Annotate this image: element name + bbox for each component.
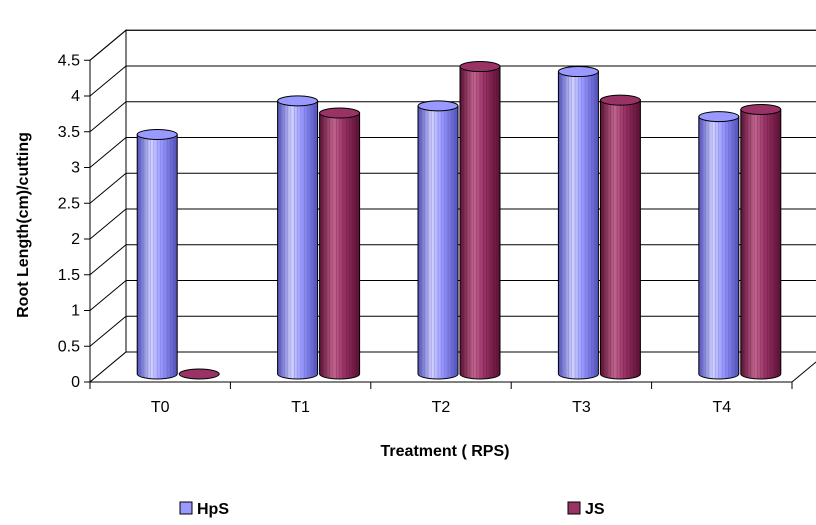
x-tick-label: T3 xyxy=(572,399,591,416)
bar-top xyxy=(319,107,361,119)
bar-top xyxy=(557,66,599,78)
bar-body xyxy=(417,105,459,380)
bar-top xyxy=(698,111,740,123)
bar-top xyxy=(459,61,501,73)
x-tick-label: T0 xyxy=(151,399,170,416)
bar-top xyxy=(136,128,178,140)
bar-top xyxy=(417,100,459,112)
y-tick-label: 3 xyxy=(71,160,80,177)
y-axis-title: Root Length(cm)/cutting xyxy=(15,132,32,318)
gridline-side xyxy=(89,65,127,97)
bar-body xyxy=(599,99,641,380)
gridline-side xyxy=(89,29,127,61)
bars xyxy=(136,61,782,380)
legend-label-js: JS xyxy=(585,501,605,518)
bar-top xyxy=(178,368,220,380)
bar-body xyxy=(136,133,178,380)
x-tick-label: T2 xyxy=(432,399,451,416)
bar-hps-t3 xyxy=(557,66,599,380)
bar-js-t0 xyxy=(178,368,220,380)
x-tick-labels: T0 T1 T2 T3 T4 xyxy=(151,399,731,416)
bar-top xyxy=(599,94,641,106)
y-tick-label: 1.5 xyxy=(58,267,80,284)
y-tick-label: 0.5 xyxy=(58,338,80,355)
y-tick-label: 4.5 xyxy=(58,52,80,69)
y-tick-label: 2 xyxy=(71,231,80,248)
bar-hps-t4 xyxy=(698,111,740,380)
bar-top xyxy=(740,103,782,115)
bar-js-t1 xyxy=(319,107,361,380)
y-tick-labels: 0 0.5 1 1.5 2 2.5 3 3.5 4 4.5 xyxy=(58,52,80,391)
legend-swatch-hps xyxy=(179,501,193,515)
bar-body xyxy=(459,66,501,380)
bar-js-t2 xyxy=(459,61,501,380)
y-tick-label: 2.5 xyxy=(58,195,80,212)
x-tick-label: T1 xyxy=(291,399,310,416)
y-tick-label: 1 xyxy=(71,303,80,320)
bar-hps-t2 xyxy=(417,100,459,380)
bar-body xyxy=(277,100,319,380)
axes xyxy=(84,59,793,389)
bar-body xyxy=(740,108,782,380)
gridline-side xyxy=(89,208,127,240)
gridline-side xyxy=(89,244,127,276)
gridline-side xyxy=(89,172,127,204)
bar-hps-t1 xyxy=(277,95,319,380)
legend-label-hps: HpS xyxy=(197,501,229,518)
gridline-side xyxy=(89,137,127,168)
y-tick-label: 4 xyxy=(71,88,80,105)
bar-top xyxy=(277,95,319,107)
gridline-side xyxy=(89,101,127,133)
y-tick-label: 3.5 xyxy=(58,124,80,141)
side-wall xyxy=(89,29,127,384)
bar-js-t3 xyxy=(599,94,641,380)
bar-body xyxy=(557,71,599,380)
bar-body xyxy=(698,116,740,380)
x-tick-label: T4 xyxy=(712,399,731,416)
legend: HpS JS xyxy=(179,501,605,518)
x-axis-title: Treatment ( RPS) xyxy=(381,443,510,460)
legend-swatch-js xyxy=(567,501,581,515)
bar-hps-t0 xyxy=(136,128,178,380)
gridline-side xyxy=(89,280,127,311)
y-tick-label: 0 xyxy=(71,374,80,391)
bar-body xyxy=(319,112,361,380)
bar-js-t4 xyxy=(740,103,782,380)
gridline-side xyxy=(89,315,127,347)
